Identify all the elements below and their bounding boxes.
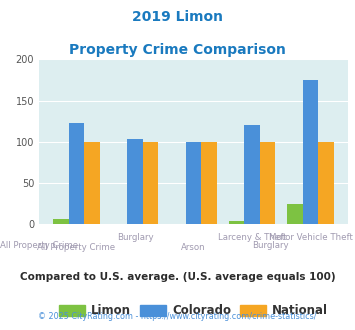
Bar (53, 219, 69, 224)
Bar (127, 139, 143, 224)
Bar (260, 142, 275, 224)
Text: Arson: Arson (181, 243, 206, 251)
Bar (201, 142, 217, 224)
Text: 2019 Limon: 2019 Limon (132, 10, 223, 24)
Bar (186, 142, 201, 224)
Text: Property Crime Comparison: Property Crime Comparison (69, 43, 286, 57)
Text: © 2025 CityRating.com - https://www.cityrating.com/crime-statistics/: © 2025 CityRating.com - https://www.city… (38, 312, 317, 321)
Text: Larceny & Theft: Larceny & Theft (218, 233, 286, 242)
Bar (84, 142, 100, 224)
Bar (69, 123, 84, 224)
Text: Burglary: Burglary (252, 241, 289, 250)
Text: All Property Crime: All Property Crime (0, 241, 78, 250)
Bar (303, 80, 318, 224)
Bar (318, 142, 334, 224)
Bar (143, 142, 158, 224)
Bar (287, 204, 303, 224)
Text: Burglary: Burglary (117, 233, 153, 242)
Legend: Limon, Colorado, National: Limon, Colorado, National (54, 300, 333, 322)
Bar (244, 125, 260, 224)
Text: Compared to U.S. average. (U.S. average equals 100): Compared to U.S. average. (U.S. average … (20, 272, 335, 282)
Bar (229, 221, 244, 224)
Text: Motor Vehicle Theft: Motor Vehicle Theft (268, 233, 353, 242)
Text: All Property Crime: All Property Crime (37, 243, 115, 251)
